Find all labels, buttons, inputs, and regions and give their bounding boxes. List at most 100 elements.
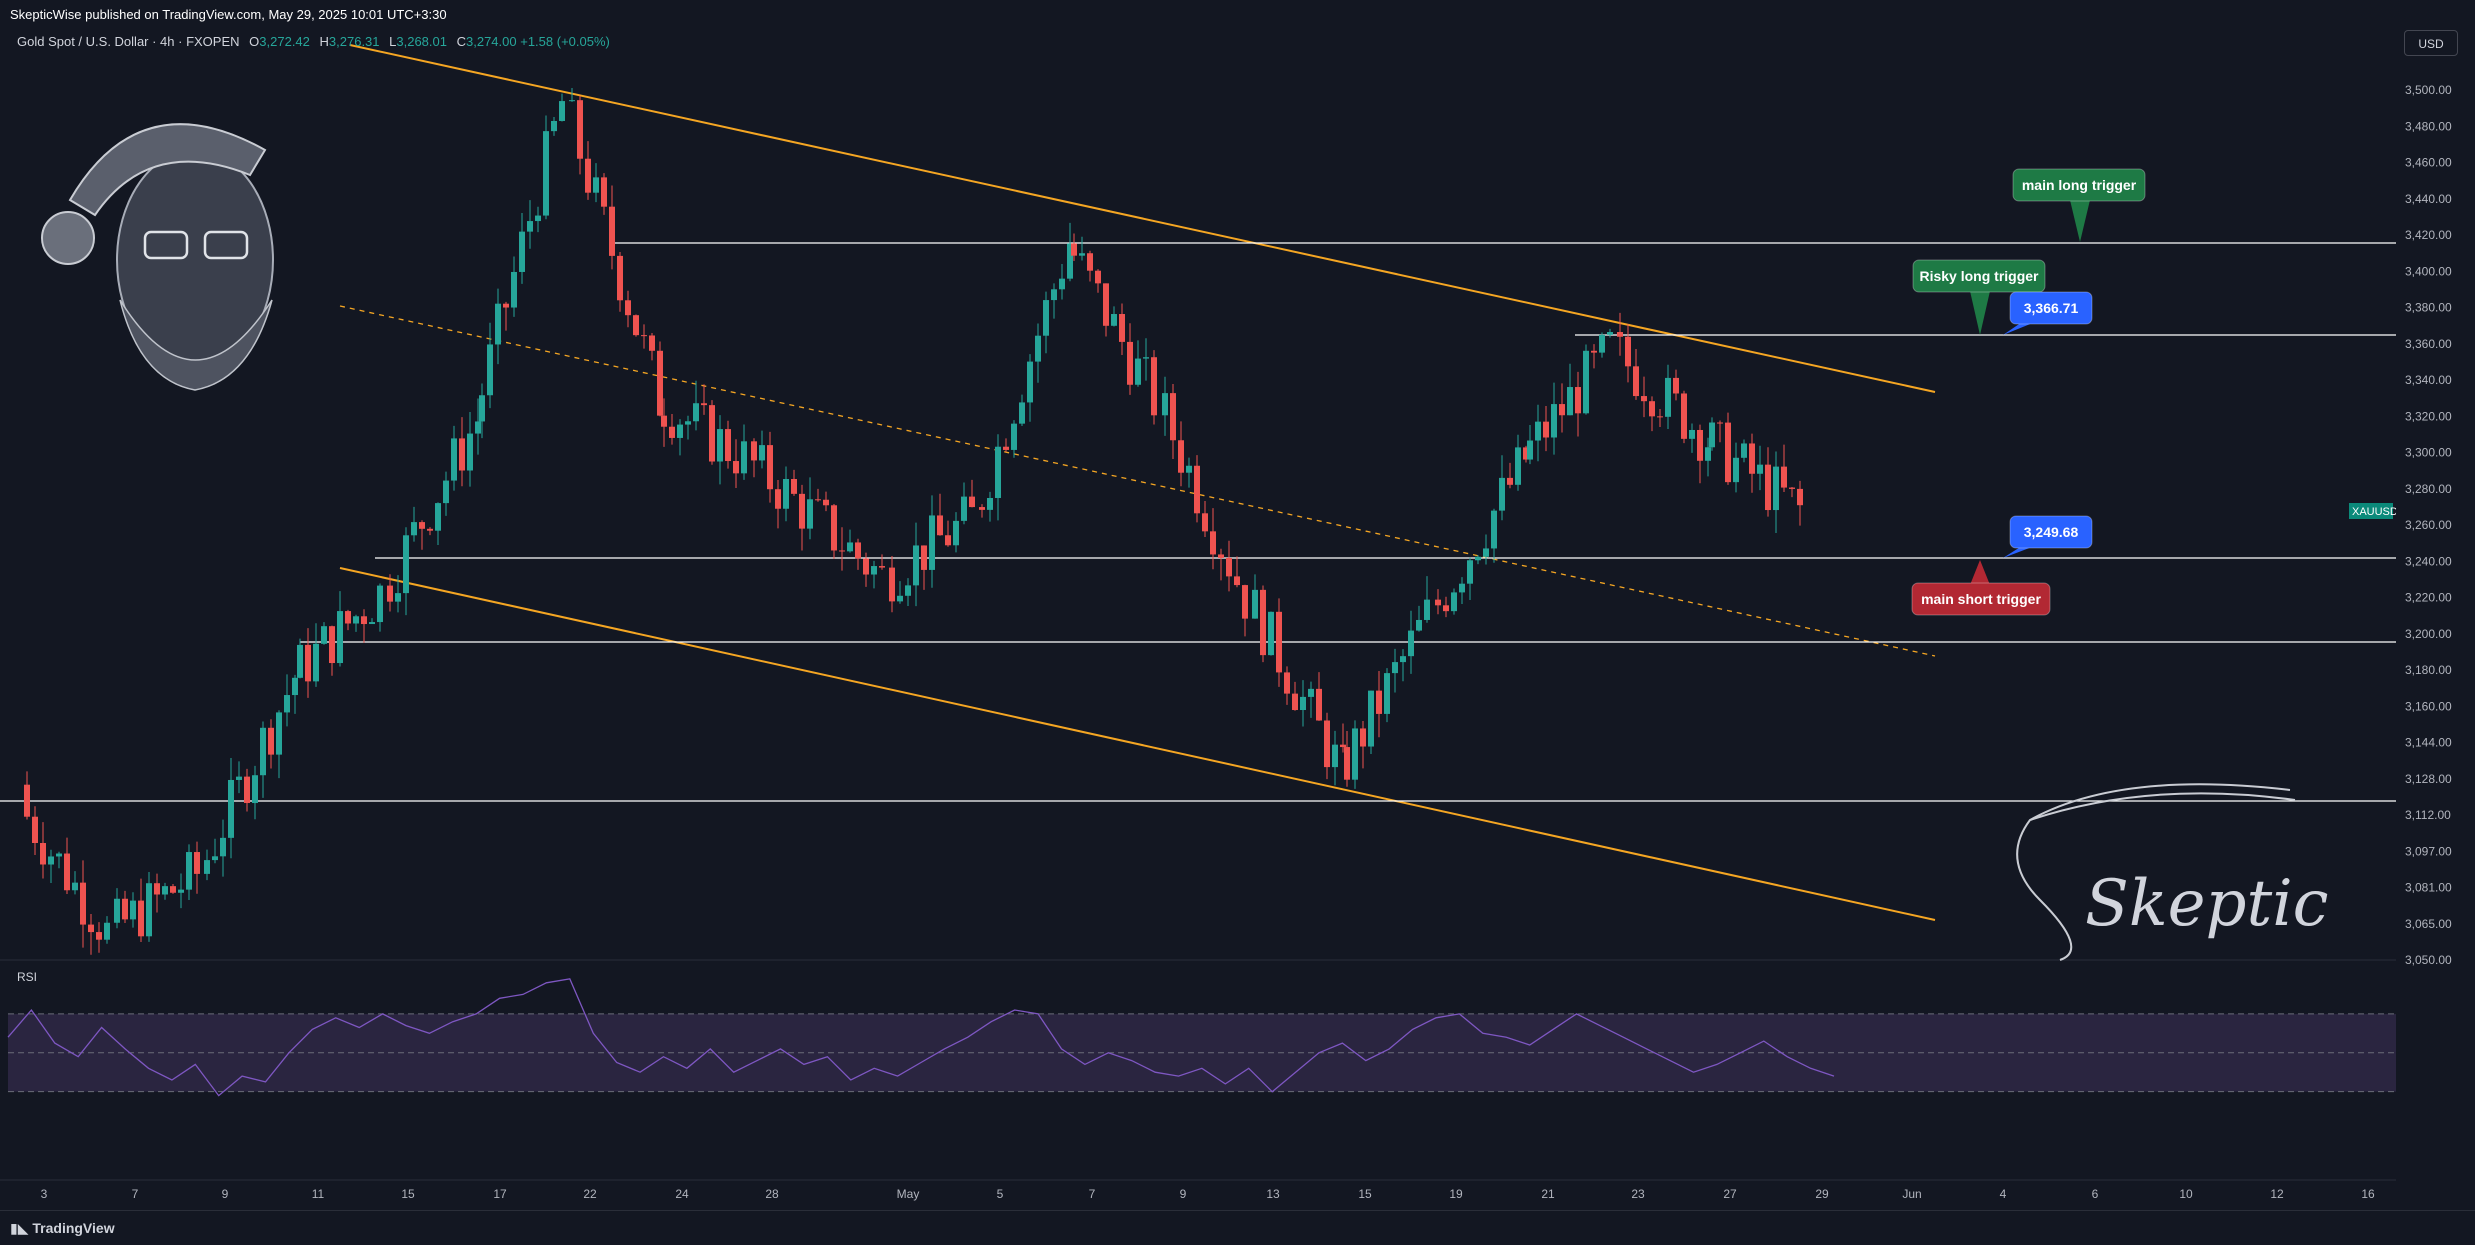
candle-body [937, 515, 943, 536]
price-tick-label: 3,097.00 [2405, 844, 2452, 858]
candle-body [1059, 278, 1065, 290]
candle-body [1649, 401, 1655, 417]
legend-change: +1.58 (+0.05%) [520, 34, 610, 49]
candle-body [701, 403, 707, 406]
time-tick-label: 9 [1180, 1187, 1187, 1201]
price-tick-label: 3,065.00 [2405, 917, 2452, 931]
candle-body [657, 350, 663, 416]
main-short-trigger-bg [1911, 582, 2051, 616]
time-tick-label: 3 [41, 1187, 48, 1201]
blue-label-3366: 3,366.71 [2003, 291, 2093, 335]
candle-body [1284, 672, 1290, 694]
candle-body [1459, 583, 1465, 593]
candle-body [162, 886, 168, 895]
candle-body [130, 900, 136, 920]
candle-body [1583, 350, 1589, 414]
time-tick-label: 5 [997, 1187, 1004, 1201]
candle-body [72, 882, 78, 891]
candle-body [1781, 466, 1787, 488]
candle-body [1103, 283, 1109, 326]
candle-body [1276, 611, 1282, 673]
candle-body [122, 898, 128, 920]
candle-body [1733, 457, 1739, 483]
current-symbol-label: XAUUSD [2352, 506, 2398, 518]
candle-body [321, 626, 327, 644]
time-tick-label: 16 [2361, 1187, 2375, 1201]
candle-body [1475, 556, 1481, 561]
price-tick-label: 3,480.00 [2405, 119, 2452, 133]
candle-body [1234, 576, 1240, 586]
price-tick-label: 3,400.00 [2405, 264, 2452, 278]
time-axis: 3 7 9 11 15 17 22 24 28 May 5 7 9 13 15 19 21 23 27 29 Jun 4 6… [0, 1179, 2396, 1201]
candle-body [1400, 656, 1406, 663]
currency-button[interactable]: USD [2404, 30, 2458, 56]
candle-body [1067, 243, 1073, 279]
candle-body [1226, 557, 1232, 577]
symbol-legend[interactable]: Gold Spot / U.S. Dollar · 4h · FXOPEN O3… [17, 34, 610, 49]
candle-body [1709, 422, 1715, 448]
candle-body [451, 438, 457, 481]
candle-body [669, 426, 675, 438]
candle-body [1194, 465, 1200, 514]
tradingview-icon: ▮◣ [10, 1220, 33, 1236]
candle-body [419, 522, 425, 529]
candle-body [871, 566, 877, 575]
candle-body [1523, 447, 1529, 460]
candle-body [717, 429, 723, 462]
candle-body [244, 776, 250, 804]
candle-body [543, 131, 549, 216]
rsi-pane: 80.0060.0020.000.000039.93 [0, 959, 2442, 1172]
avatar-glasses-left [143, 230, 189, 260]
candle-body [459, 438, 465, 471]
candle-body [1741, 443, 1747, 458]
candle-body [194, 852, 200, 874]
candle-body [1559, 404, 1565, 416]
candle-body [1260, 589, 1266, 656]
candle-body [1591, 350, 1597, 353]
candle-body [685, 421, 691, 425]
candle-body [260, 727, 266, 776]
candle-body [1535, 421, 1541, 441]
candle-body [1170, 393, 1176, 441]
candle-body [1352, 728, 1358, 780]
candle-body [479, 395, 485, 422]
candle-body [1151, 357, 1157, 416]
time-tick-label: 21 [1541, 1187, 1555, 1201]
blue-label-3249: 3,249.68 [2003, 515, 2093, 558]
candle-body [1633, 366, 1639, 397]
candle-body [1003, 446, 1009, 450]
candle-body [961, 496, 967, 521]
candle-body [1360, 728, 1366, 747]
candle-body [1087, 253, 1093, 271]
candle-body [204, 860, 210, 874]
price-tick-label: 3,320.00 [2405, 409, 2452, 423]
price-tick-label: 3,280.00 [2405, 482, 2452, 496]
candle-body [475, 421, 481, 434]
time-tick-label: 24 [675, 1187, 689, 1201]
avatar [41, 123, 274, 391]
candle-body [1344, 747, 1350, 780]
candle-body [88, 924, 94, 933]
candle-body [1689, 429, 1695, 439]
time-tick-label: May [897, 1187, 920, 1201]
candle-body [1127, 341, 1133, 385]
candle-body [1162, 393, 1168, 416]
candle-body [1186, 465, 1192, 473]
candle-body [725, 429, 731, 462]
candle-body [305, 644, 311, 682]
candle-body [1043, 300, 1049, 336]
candle-body [1625, 336, 1631, 367]
candle-body [693, 403, 699, 422]
candle-body [733, 461, 739, 474]
signature-text: Skeptic [2085, 867, 2329, 941]
candle-body [313, 643, 319, 682]
candle-body [535, 215, 541, 222]
candle-body [807, 499, 813, 529]
time-tick-label: Jun [1902, 1187, 1921, 1201]
candle-body [783, 478, 789, 509]
candle-body [979, 507, 985, 510]
legend-high-value: 3,276.31 [328, 34, 380, 49]
candle-body [377, 585, 383, 623]
tradingview-logo[interactable]: ▮◣ TradingView [10, 1220, 115, 1237]
